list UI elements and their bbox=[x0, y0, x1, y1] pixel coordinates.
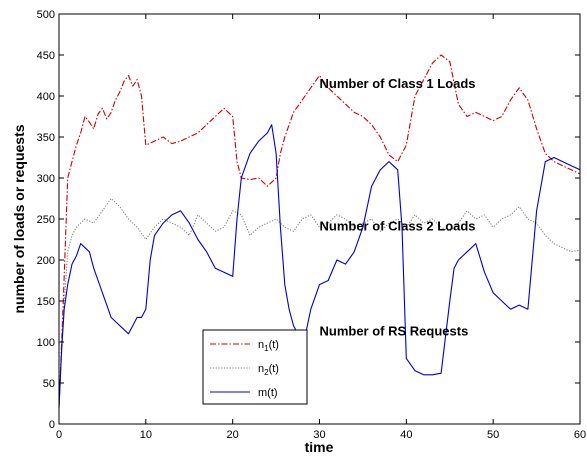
y-axis-label: number of loads or requests bbox=[11, 124, 27, 313]
legend: n1(t) n2(t) m(t) bbox=[202, 329, 308, 405]
legend-box bbox=[202, 329, 308, 405]
y-tick-label: 50 bbox=[43, 378, 55, 390]
series-layer bbox=[58, 54, 581, 408]
x-tick-label: 10 bbox=[140, 429, 152, 441]
x-tick-label: 40 bbox=[400, 429, 412, 441]
x-tick-label: 20 bbox=[227, 429, 239, 441]
y-tick-label: 350 bbox=[37, 132, 55, 144]
x-axis-label: time bbox=[305, 439, 334, 455]
y-tick-label: 500 bbox=[37, 9, 55, 21]
y-tick-label: 200 bbox=[37, 255, 55, 267]
legend-label-3: m(t) bbox=[258, 387, 278, 399]
y-tick-label: 400 bbox=[37, 91, 55, 103]
annotation-2: Number of Class 2 Loads bbox=[320, 218, 476, 233]
series-line-3 bbox=[58, 124, 581, 408]
y-tick-label: 0 bbox=[49, 419, 55, 431]
plot-area-background bbox=[59, 14, 580, 424]
y-tick-label: 450 bbox=[37, 50, 55, 62]
x-tick-label: 0 bbox=[56, 429, 62, 441]
x-tick-label: 50 bbox=[487, 429, 499, 441]
annotations-layer: Number of Class 1 Loads Number of Class 2… bbox=[320, 76, 476, 339]
ticks-layer: 0 10 20 30 40 50 60 0 50 100 150 200 250 300 350 400 450… bbox=[37, 9, 586, 441]
legend-label-2: n2(t) bbox=[258, 363, 279, 377]
annotation-1: Number of Class 1 Loads bbox=[320, 76, 476, 91]
series-line-2 bbox=[58, 197, 581, 408]
y-tick-label: 100 bbox=[37, 337, 55, 349]
legend-label-1: n1(t) bbox=[258, 339, 279, 353]
annotation-3: Number of RS Requests bbox=[320, 323, 469, 338]
legend-items: n1(t) n2(t) m(t) bbox=[210, 339, 279, 399]
x-tick-label: 30 bbox=[313, 429, 325, 441]
x-tick-label: 60 bbox=[574, 429, 586, 441]
series-line-1 bbox=[58, 54, 581, 408]
y-tick-label: 250 bbox=[37, 214, 55, 226]
y-tick-label: 150 bbox=[37, 296, 55, 308]
y-tick-label: 300 bbox=[37, 173, 55, 185]
